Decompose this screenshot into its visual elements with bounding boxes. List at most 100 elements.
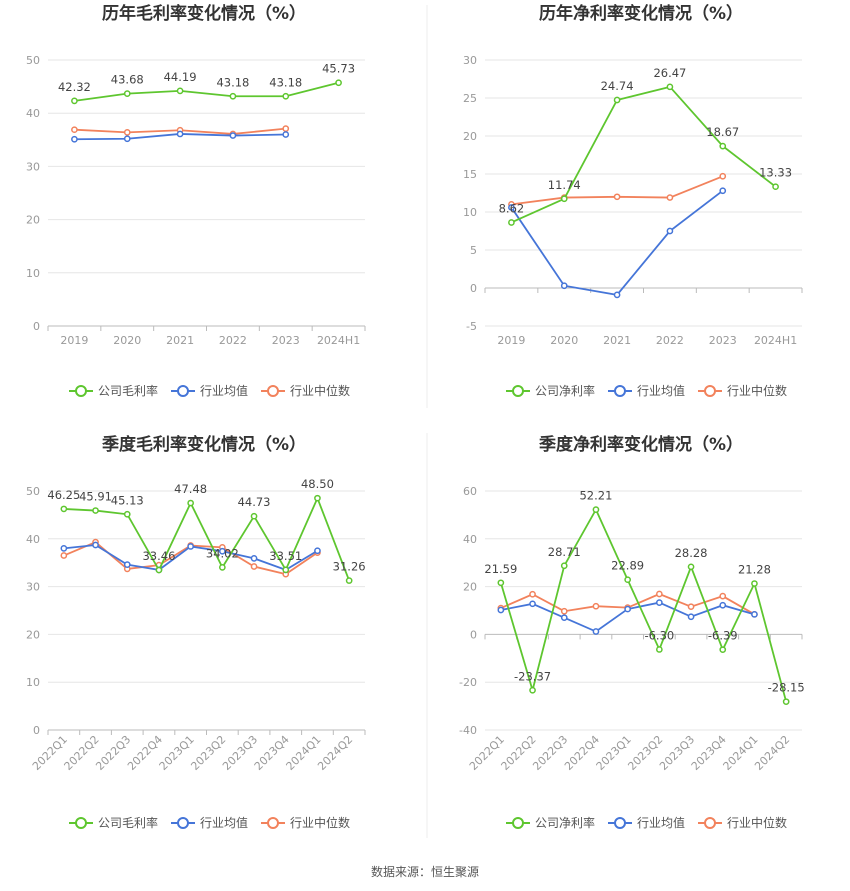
annual-net-chart: 历年净利率变化情况（%） -5 0 5 10 15 20 25 30 2019 2020 2021 20… (463, 3, 803, 398)
annual-net-y-tick-label: 5 (470, 244, 477, 257)
quarterly-gross-data-label: 33.46 (142, 549, 175, 563)
annual-net-data-point (772, 183, 779, 191)
quarterly-net-y-tick-label: 0 (470, 628, 477, 641)
quarterly-net-data-label: 28.71 (548, 545, 581, 559)
annual-gross-y-tick-label: 50 (26, 54, 40, 67)
quarterly-gross-data-point (123, 510, 131, 518)
quarterly-net-data-point (592, 602, 600, 610)
quarterly-gross-x-tick-label: 2024Q2 (315, 733, 355, 773)
annual-net-y-tick-label: 15 (463, 168, 477, 181)
annual-gross-y-tick-label: 30 (26, 160, 40, 173)
annual-net-data-point (613, 291, 621, 299)
quarterly-gross-data-point (314, 547, 321, 555)
annual-gross-data-label: 42.32 (58, 80, 91, 94)
quarterly-gross-data-label: 44.73 (238, 495, 271, 509)
quarterly-net-data-point (560, 562, 568, 570)
quarterly-gross-data-point (92, 507, 99, 514)
annual-gross-y-tick-label: 20 (26, 214, 40, 227)
annual-gross-data-label: 43.18 (269, 75, 302, 89)
annual-net-data-point (613, 96, 621, 104)
quarterly-net-data-point (529, 686, 536, 694)
quarterly-net-data-point (529, 600, 536, 608)
quarterly-net-data-point (624, 605, 632, 613)
annual-net-series-line-2 (511, 175, 724, 206)
annual-gross-data-point (71, 135, 78, 143)
annual-net-y-tick-label: 20 (463, 130, 477, 143)
quarterly-gross-legend-label: 公司毛利率 (98, 815, 158, 830)
quarterly-gross-data-point (314, 494, 321, 502)
quarterly-gross-title: 季度毛利率变化情况（%） (102, 434, 306, 455)
quarterly-net-title: 季度净利率变化情况（%） (539, 434, 743, 455)
quarterly-gross-legend-marker (177, 817, 189, 829)
annual-net-legend-label: 行业均值 (637, 383, 685, 398)
annual-net-y-tick-label: 30 (463, 54, 477, 67)
annual-gross-data-point (335, 79, 342, 87)
annual-net-x-tick-label: 2021 (603, 334, 631, 347)
annual-net-x-tick-label: 2022 (656, 334, 684, 347)
quarterly-net-data-point (529, 590, 536, 598)
annual-gross-data-point (123, 90, 131, 97)
annual-net-data-point (560, 195, 568, 203)
annual-net-y-tick-label: 10 (463, 206, 477, 219)
annual-net-legend-label: 行业中位数 (727, 383, 787, 398)
quarterly-gross-legend-marker (267, 817, 279, 829)
quarterly-gross-data-point (250, 512, 258, 520)
quarterly-net-data-point (687, 613, 695, 621)
quarterly-net-legend-label: 行业中位数 (727, 815, 787, 830)
quarterly-gross-data-point (282, 566, 290, 574)
quarterly-gross-data-label: 46.25 (47, 488, 80, 502)
quarterly-net-data-point (719, 601, 727, 609)
quarterly-net-y-tick-label: 20 (463, 581, 477, 594)
annual-gross-data-point (176, 87, 184, 95)
annual-gross-x-tick-label: 2023 (272, 334, 300, 347)
annual-net-x-tick-label: 2019 (497, 334, 525, 347)
annual-gross-y-tick-label: 40 (26, 107, 40, 120)
quarterly-net-data-point (560, 607, 568, 615)
quarterly-gross-chart: 季度毛利率变化情况（%）010203040502022Q12022Q22022Q… (26, 434, 366, 830)
quarterly-gross-data-point (187, 499, 194, 507)
quarterly-gross-legend-marker (75, 817, 87, 829)
annual-net-title: 历年净利率变化情况（%） (539, 3, 743, 24)
quarterly-gross-data-point (123, 561, 131, 568)
quarterly-net-series-line-0 (499, 507, 788, 702)
annual-net-data-point (666, 227, 674, 235)
quarterly-gross-y-tick-label: 50 (26, 485, 40, 498)
quarterly-gross-data-point (187, 543, 194, 550)
annual-net-data-label: 13.33 (759, 166, 792, 180)
quarterly-gross-data-point (219, 547, 226, 555)
annual-gross-legend-label: 公司毛利率 (98, 383, 158, 398)
annual-net-series-line-0 (511, 85, 777, 224)
quarterly-gross-data-point (60, 545, 68, 552)
quarterly-net-legend-marker (614, 817, 626, 829)
quarterly-net-x-tick-label: 2024Q2 (752, 733, 792, 773)
quarterly-net-data-point (782, 698, 790, 706)
annual-gross-data-label: 43.18 (216, 75, 249, 89)
quarterly-net-data-label: 28.28 (675, 546, 708, 560)
quarterly-gross-legend-label: 行业中位数 (290, 815, 350, 830)
quarterly-gross-data-label: 45.91 (79, 490, 112, 504)
annual-gross-data-point (71, 126, 78, 134)
annual-net-x-tick-label: 2024H1 (754, 334, 797, 347)
annual-gross-data-point (282, 131, 290, 138)
annual-gross-x-tick-label: 2024H1 (317, 334, 360, 347)
annual-net-data-point (719, 142, 727, 150)
annual-gross-legend-marker (75, 385, 87, 397)
annual-net-series-line-1 (510, 190, 724, 296)
quarterly-net-data-point (687, 563, 695, 571)
annual-gross-x-tick-label: 2019 (60, 334, 88, 347)
annual-net-legend-label: 公司净利率 (535, 383, 595, 398)
annual-net-legend-marker (512, 385, 524, 397)
annual-net-data-point (560, 282, 568, 290)
quarterly-net-legend-marker (704, 817, 716, 829)
annual-net-data-point (719, 187, 727, 195)
quarterly-net-data-point (497, 579, 505, 587)
quarterly-net-legend-label: 公司净利率 (535, 815, 595, 830)
annual-net-data-label: 18.67 (706, 125, 739, 139)
annual-gross-data-point (282, 125, 290, 132)
quarterly-gross-data-label: 45.13 (111, 493, 144, 507)
quarterly-net-legend-marker (512, 817, 524, 829)
annual-gross-y-tick-label: 0 (33, 320, 40, 333)
quarterly-gross-data-point (60, 552, 68, 559)
quarterly-net-data-label: -28.15 (768, 681, 805, 695)
annual-gross-data-point (123, 129, 131, 136)
